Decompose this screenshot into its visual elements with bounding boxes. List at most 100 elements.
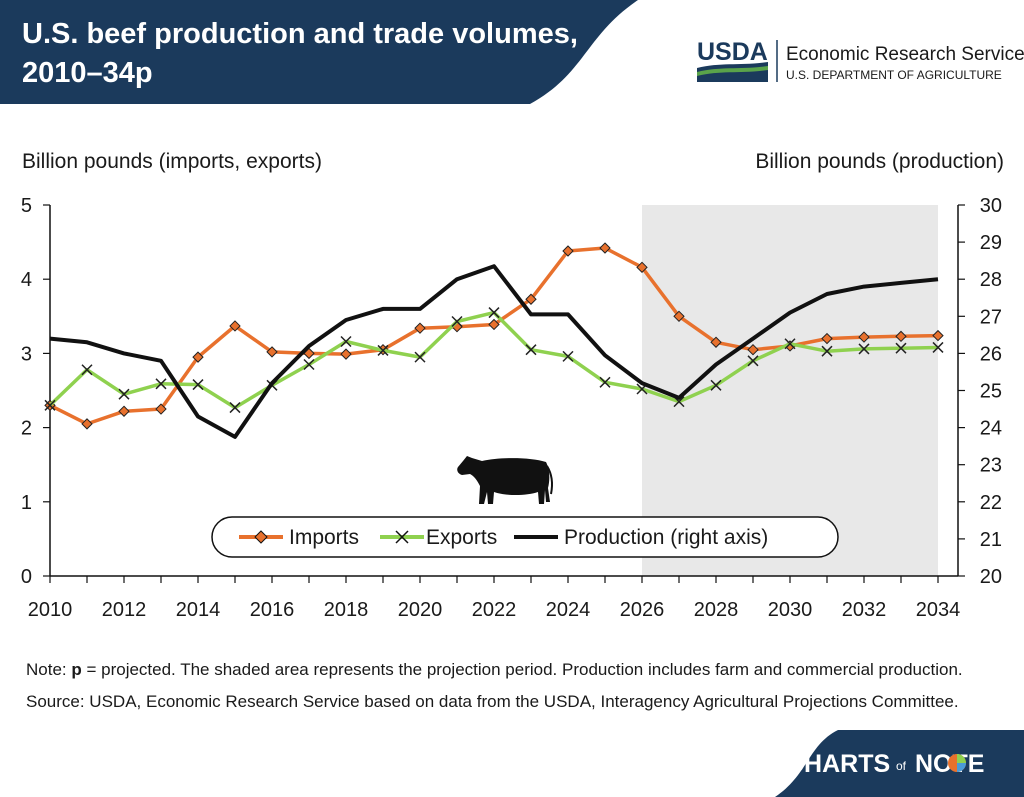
right-axis-tick-label: 27 <box>980 306 1002 328</box>
right-axis-tick-label: 23 <box>980 455 1002 477</box>
imports-point <box>673 310 685 323</box>
series-line-production <box>49 264 939 439</box>
exports-point <box>599 376 611 388</box>
right-axis-tick-label: 22 <box>980 492 1002 514</box>
imports-point <box>118 405 130 417</box>
x-axis-tick-label: 2014 <box>176 599 221 621</box>
imports-point <box>81 418 93 430</box>
exports-point <box>525 344 537 356</box>
exports-point <box>710 379 722 391</box>
legend-imports-marker-icon <box>254 530 268 544</box>
left-axis-tick-label: 1 <box>21 492 32 514</box>
x-axis-tick-label: 2012 <box>102 599 147 621</box>
exports-point <box>377 344 389 356</box>
usda-logo: USDA <box>697 38 768 82</box>
imports-point <box>414 322 426 334</box>
legend-exports-marker-icon <box>395 530 409 544</box>
chart-title-line2: 2010–34p <box>22 57 153 89</box>
imports-point <box>895 330 907 343</box>
exports-point <box>155 378 167 390</box>
left-axis-tick-label: 4 <box>21 269 32 291</box>
x-axis-tick-label: 2028 <box>694 599 739 621</box>
imports-point <box>192 351 204 363</box>
brand-banner <box>775 730 1024 797</box>
right-axis-tick-label: 21 <box>980 529 1002 551</box>
imports-point <box>340 348 352 360</box>
exports-point <box>858 343 870 355</box>
cow-icon <box>457 456 550 504</box>
x-axis-tick-label: 2030 <box>768 599 813 621</box>
imports-point <box>821 332 833 345</box>
exports-point <box>451 315 463 328</box>
projection-shade <box>642 205 938 576</box>
exports-point <box>747 355 759 367</box>
department-name: U.S. DEPARTMENT OF AGRICULTURE <box>786 68 1002 82</box>
x-axis-tick-label: 2020 <box>398 599 443 621</box>
brand-charts-text: CHARTS <box>786 750 890 778</box>
left-axis-tick-label: 5 <box>21 195 32 217</box>
imports-point <box>858 331 870 343</box>
footnotes: Note: p = projected. The shaded area rep… <box>26 658 986 722</box>
left-axis-tick-label: 2 <box>21 418 32 440</box>
imports-point <box>932 329 944 342</box>
exports-point <box>895 342 907 354</box>
legend-production-label: Production (right axis) <box>564 526 768 549</box>
imports-point <box>266 346 278 358</box>
exports-point <box>488 307 500 319</box>
imports-point <box>747 343 759 356</box>
x-axis-tick-label: 2034 <box>916 599 961 621</box>
imports-point <box>155 403 167 415</box>
right-axis-tick-label: 30 <box>980 195 1002 217</box>
x-axis-tick-label: 2026 <box>620 599 665 621</box>
source-text: Source: USDA, Economic Research Service … <box>26 692 959 711</box>
exports-point <box>44 399 56 411</box>
legend: Imports Exports Production (right axis) <box>211 516 839 558</box>
imports-point <box>229 320 241 332</box>
exports-point <box>932 341 944 353</box>
imports-point <box>562 245 574 257</box>
x-axis-tick-label: 2022 <box>472 599 517 621</box>
exports-point <box>784 338 796 350</box>
cow-tail-icon <box>546 465 553 495</box>
title-banner <box>0 0 638 104</box>
imports-point <box>488 318 500 331</box>
imports-point <box>525 293 537 305</box>
right-axis-tick-label: 28 <box>980 269 1002 291</box>
chart-title-line1: U.S. beef production and trade volumes, <box>22 18 578 50</box>
right-axis-tick-label: 25 <box>980 381 1002 403</box>
exports-point <box>229 402 241 414</box>
x-axis-tick-label: 2016 <box>250 599 295 621</box>
exports-point <box>81 364 93 376</box>
left-axis-label: Billion pounds (imports, exports) <box>22 150 322 173</box>
brand-pie-icon <box>948 754 966 772</box>
note-text: Note: p = projected. The shaded area rep… <box>26 660 963 679</box>
left-axis-tick-label: 3 <box>21 343 32 365</box>
right-axis-tick-label: 20 <box>980 566 1002 588</box>
exports-point <box>303 358 315 371</box>
right-axis-label: Billion pounds (production) <box>755 150 1004 173</box>
imports-point <box>710 336 722 348</box>
imports-point <box>599 242 611 254</box>
x-axis-tick-label: 2018 <box>324 599 369 621</box>
x-axis-tick-label: 2032 <box>842 599 887 621</box>
brand-of-text: of <box>896 759 907 773</box>
x-axis-tick-label: 2010 <box>28 599 73 621</box>
exports-point <box>340 335 352 348</box>
x-axis-tick-label: 2024 <box>546 599 591 621</box>
right-axis-tick-label: 26 <box>980 343 1002 365</box>
legend-imports-label: Imports <box>289 526 359 549</box>
imports-point <box>636 261 648 274</box>
right-axis-tick-label: 24 <box>980 418 1002 440</box>
agency-name: Economic Research Service <box>786 44 1024 65</box>
exports-point <box>821 345 833 357</box>
usda-logo-field-stripe <box>697 66 768 76</box>
exports-point <box>192 379 204 391</box>
legend-exports-label: Exports <box>426 526 497 549</box>
right-axis-tick-label: 29 <box>980 232 1002 254</box>
exports-point <box>562 350 574 362</box>
left-axis-tick-label: 0 <box>21 566 32 588</box>
exports-point <box>414 351 426 363</box>
